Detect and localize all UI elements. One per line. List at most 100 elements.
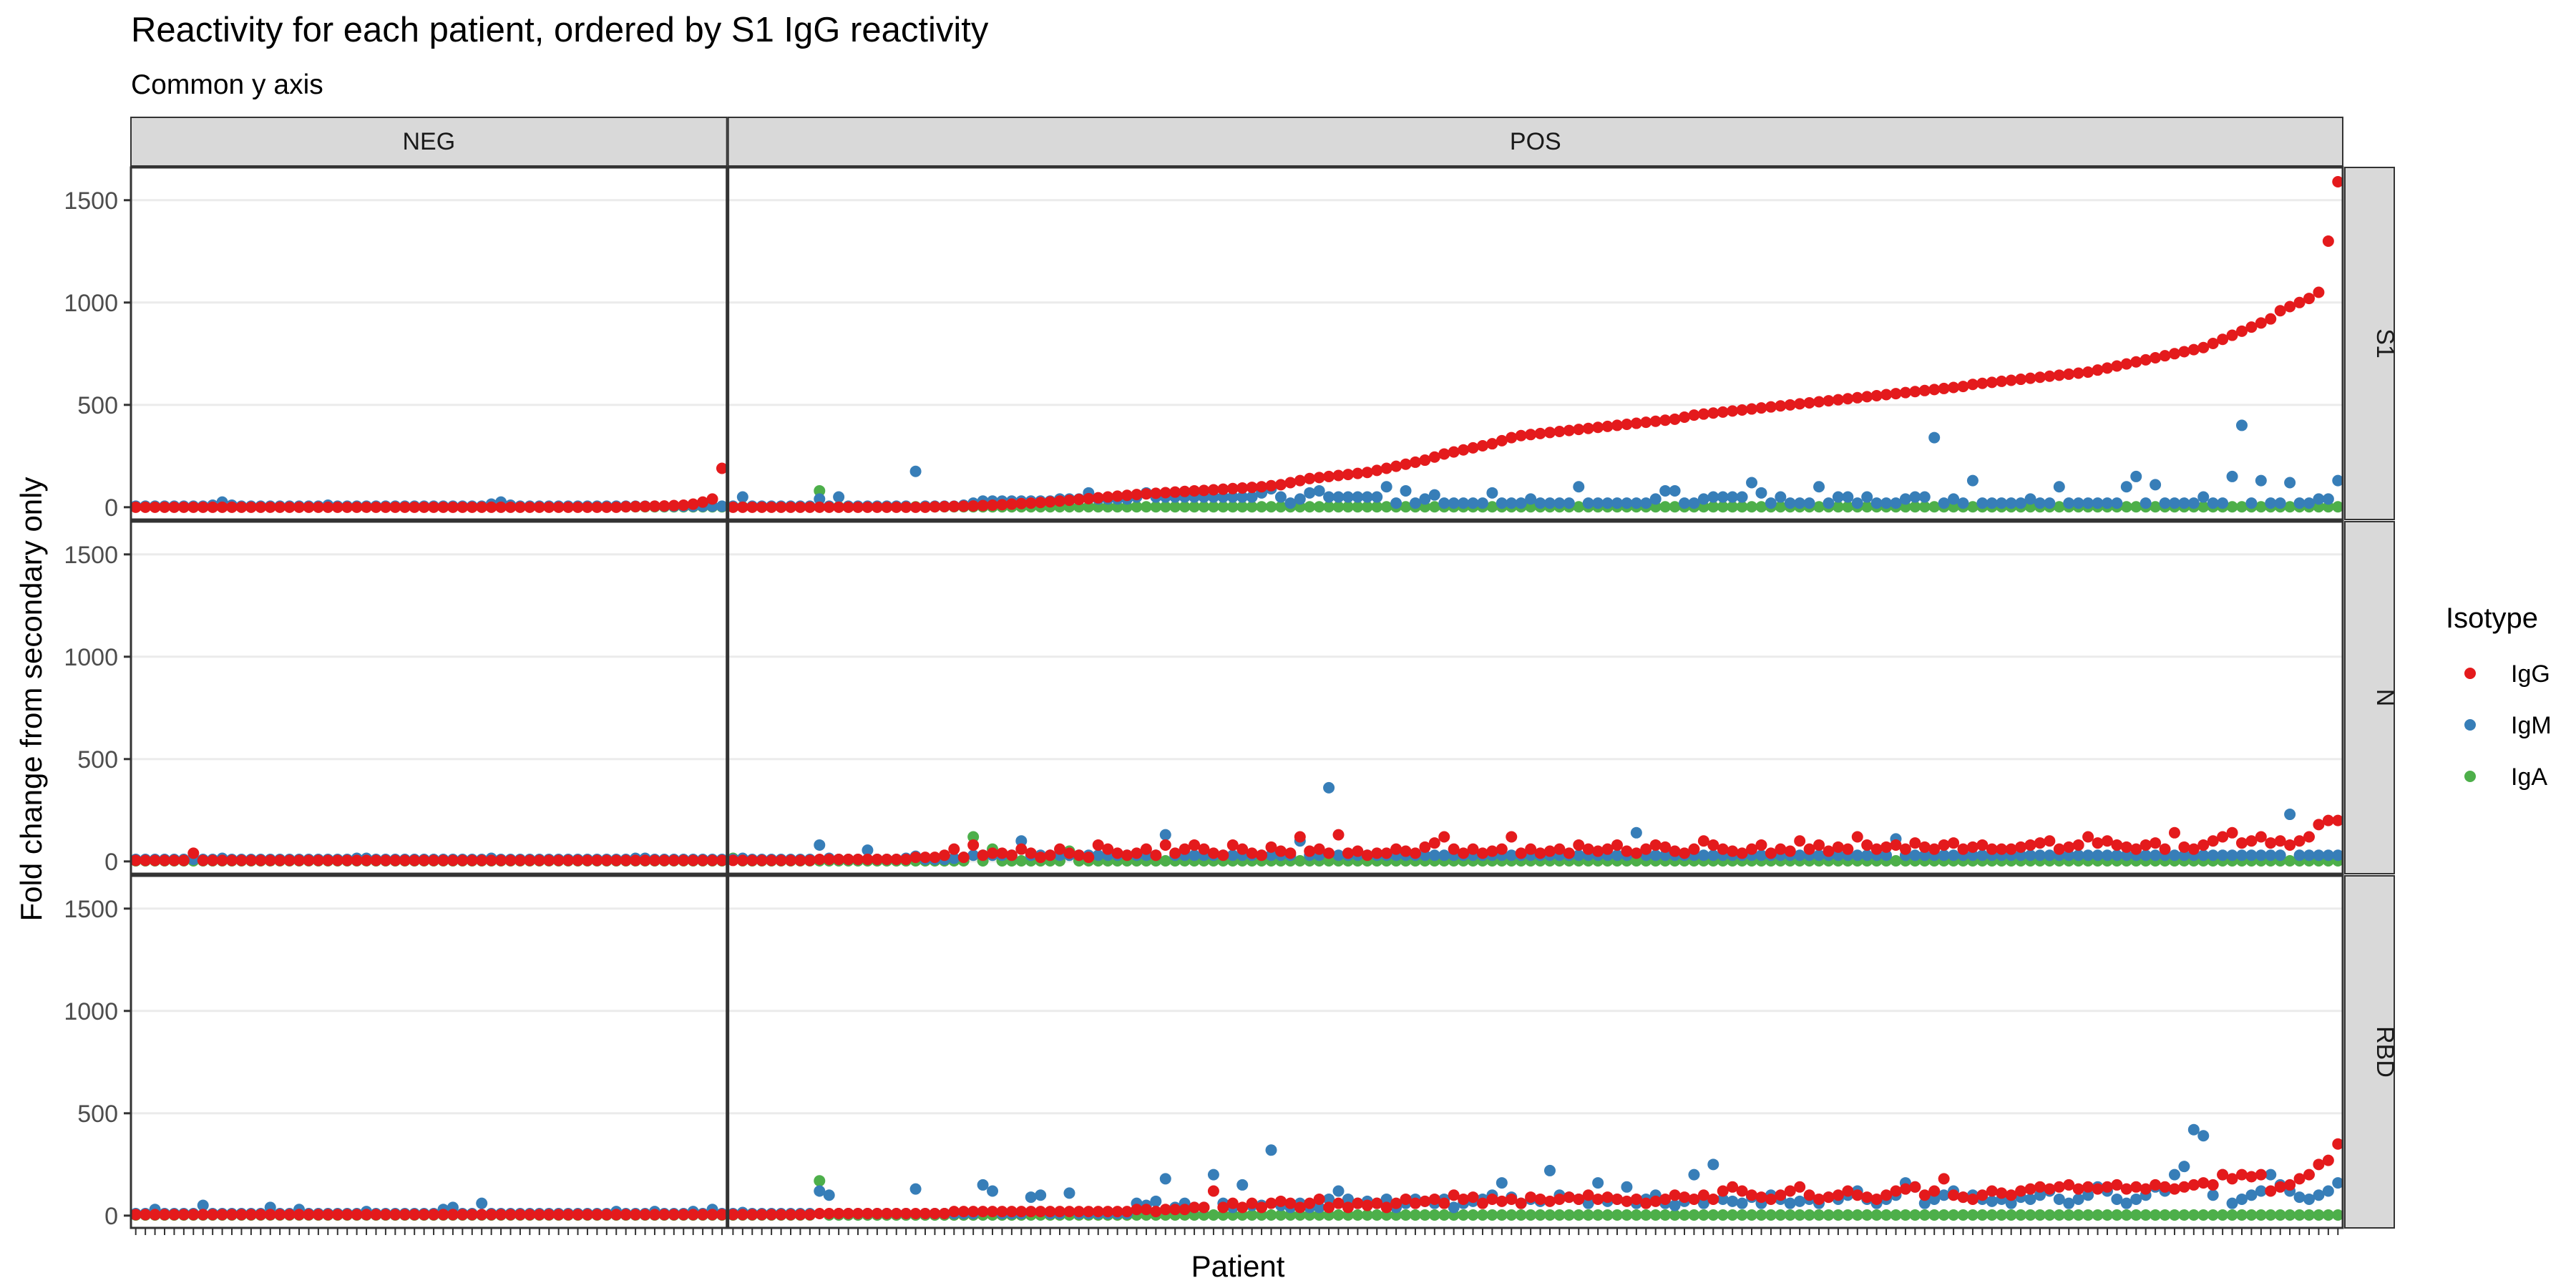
point-igm <box>2197 1130 2210 1142</box>
point-igg <box>1063 494 1075 507</box>
point-igm <box>2053 1193 2065 1205</box>
point-igg <box>1458 1193 1470 1205</box>
y-axes: 0 500 1000 1500 0 500 1000 1500 0 500 1000 1500 <box>64 187 131 1230</box>
point-igg <box>1294 1201 1306 1214</box>
point-igg <box>687 1209 699 1221</box>
point-igg <box>2092 1183 2104 1195</box>
point-igg <box>814 853 826 865</box>
point-igm <box>1842 491 1854 503</box>
point-igg <box>2303 831 2315 843</box>
point-iga <box>2120 501 2132 513</box>
point-igm <box>1476 497 1488 509</box>
point-igg <box>1063 1206 1075 1218</box>
point-igm <box>823 1189 835 1201</box>
point-igm <box>2187 497 2200 509</box>
point-igg <box>804 854 816 867</box>
point-igg <box>409 1209 421 1221</box>
point-igg <box>159 501 171 513</box>
point-igg <box>2293 835 2306 847</box>
point-iga <box>1918 501 1931 513</box>
point-iga <box>2034 1209 2046 1221</box>
point-igm <box>2024 493 2036 505</box>
point-igg <box>736 1209 748 1221</box>
panel-border <box>130 520 728 875</box>
point-igg <box>842 1207 854 1219</box>
point-igg <box>1352 467 1364 479</box>
point-igm <box>2120 849 2132 862</box>
point-igg <box>140 501 152 513</box>
point-igg <box>648 500 660 512</box>
point-igg <box>678 1209 690 1221</box>
point-iga <box>1486 1209 1498 1221</box>
point-iga <box>814 484 826 497</box>
point-iga <box>967 831 980 843</box>
point-igg <box>881 853 893 865</box>
point-igg <box>862 1207 874 1219</box>
point-igm <box>2274 497 2286 509</box>
panel-background <box>728 876 2343 1228</box>
point-igg <box>1496 1195 1508 1207</box>
point-igg <box>1265 1197 1277 1209</box>
point-igg <box>1361 1199 1373 1211</box>
point-igg <box>562 1209 575 1221</box>
point-igg <box>2178 346 2190 358</box>
point-igg <box>2284 301 2296 313</box>
point-igg <box>1784 399 1796 411</box>
point-igm <box>1890 497 1902 509</box>
point-igg <box>245 854 257 867</box>
point-igg <box>1313 843 1325 855</box>
point-igm <box>1717 1193 1729 1205</box>
point-igg <box>1986 843 1998 855</box>
point-igg <box>1390 460 1402 472</box>
point-iga <box>2235 501 2248 513</box>
point-igg <box>168 854 180 867</box>
point-igg <box>1861 391 1873 403</box>
point-igm <box>1832 491 1844 503</box>
point-igm <box>2159 497 2171 509</box>
point-igg <box>794 1209 806 1221</box>
point-igm <box>1553 497 1566 509</box>
point-igg <box>1111 1206 1123 1218</box>
point-igg <box>1458 444 1470 456</box>
point-igm <box>2140 849 2152 862</box>
point-iga <box>1707 1209 1719 1221</box>
point-igg <box>620 1209 632 1221</box>
point-iga <box>1649 1209 1662 1221</box>
point-iga <box>1976 1209 1989 1221</box>
point-igg <box>967 500 980 512</box>
legend: Isotype IgG IgM IgA <box>2446 602 2552 791</box>
point-igg <box>2072 839 2084 851</box>
point-igg <box>1294 474 1306 487</box>
point-igg <box>1582 843 1594 855</box>
point-igm <box>2332 1177 2344 1189</box>
point-igm <box>1342 491 1354 503</box>
point-igg <box>823 853 835 865</box>
point-igg <box>938 1207 950 1219</box>
point-igg <box>1217 849 1229 862</box>
point-igg <box>1496 843 1508 855</box>
point-igg <box>1717 843 1729 855</box>
point-iga <box>1438 1209 1450 1221</box>
point-igm <box>1352 491 1364 503</box>
point-igg <box>996 499 1008 511</box>
point-iga <box>1486 501 1498 513</box>
point-igm <box>2187 1123 2200 1136</box>
point-igg <box>871 853 883 865</box>
point-igg <box>543 1209 555 1221</box>
point-igg <box>1217 1201 1229 1214</box>
point-igm <box>1765 497 1777 509</box>
point-igg <box>2274 305 2286 317</box>
point-igg <box>2092 364 2104 376</box>
point-igg <box>1592 421 1604 434</box>
point-igg <box>1525 429 1537 441</box>
point-igg <box>1679 411 1691 423</box>
point-igg <box>216 501 228 513</box>
point-igg <box>2150 837 2162 849</box>
point-igm <box>1957 497 1969 509</box>
point-igg <box>1736 404 1748 416</box>
point-igm <box>2265 1169 2277 1181</box>
panel-border <box>727 874 2344 1229</box>
point-igg <box>1918 841 1931 853</box>
point-igg <box>996 1206 1008 1218</box>
point-igg <box>1035 852 1047 864</box>
